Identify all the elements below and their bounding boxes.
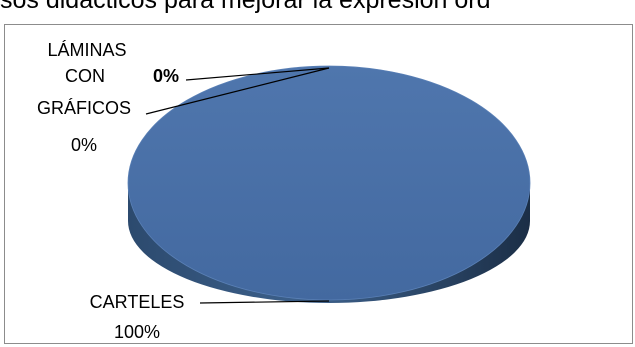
label-slice2-value: 0% (153, 66, 179, 86)
leader-line-slice2 (185, 67, 330, 81)
leader-line-laminas (145, 67, 330, 115)
label-carteles-name: CARTELES (90, 292, 185, 312)
label-laminas-value: 0% (71, 135, 97, 155)
label-laminas-line2: CON (65, 66, 105, 86)
label-laminas-line3: GRÁFICOS (37, 98, 131, 118)
slice-carteles (127, 65, 531, 301)
label-carteles-value: 100% (114, 322, 160, 342)
leader-line-carteles (199, 300, 330, 304)
label-laminas-line1: LÁMINAS (47, 40, 126, 60)
leader-lines (145, 67, 330, 304)
caption-fragment: sos didácticos para mejorar la expresión… (0, 0, 491, 14)
